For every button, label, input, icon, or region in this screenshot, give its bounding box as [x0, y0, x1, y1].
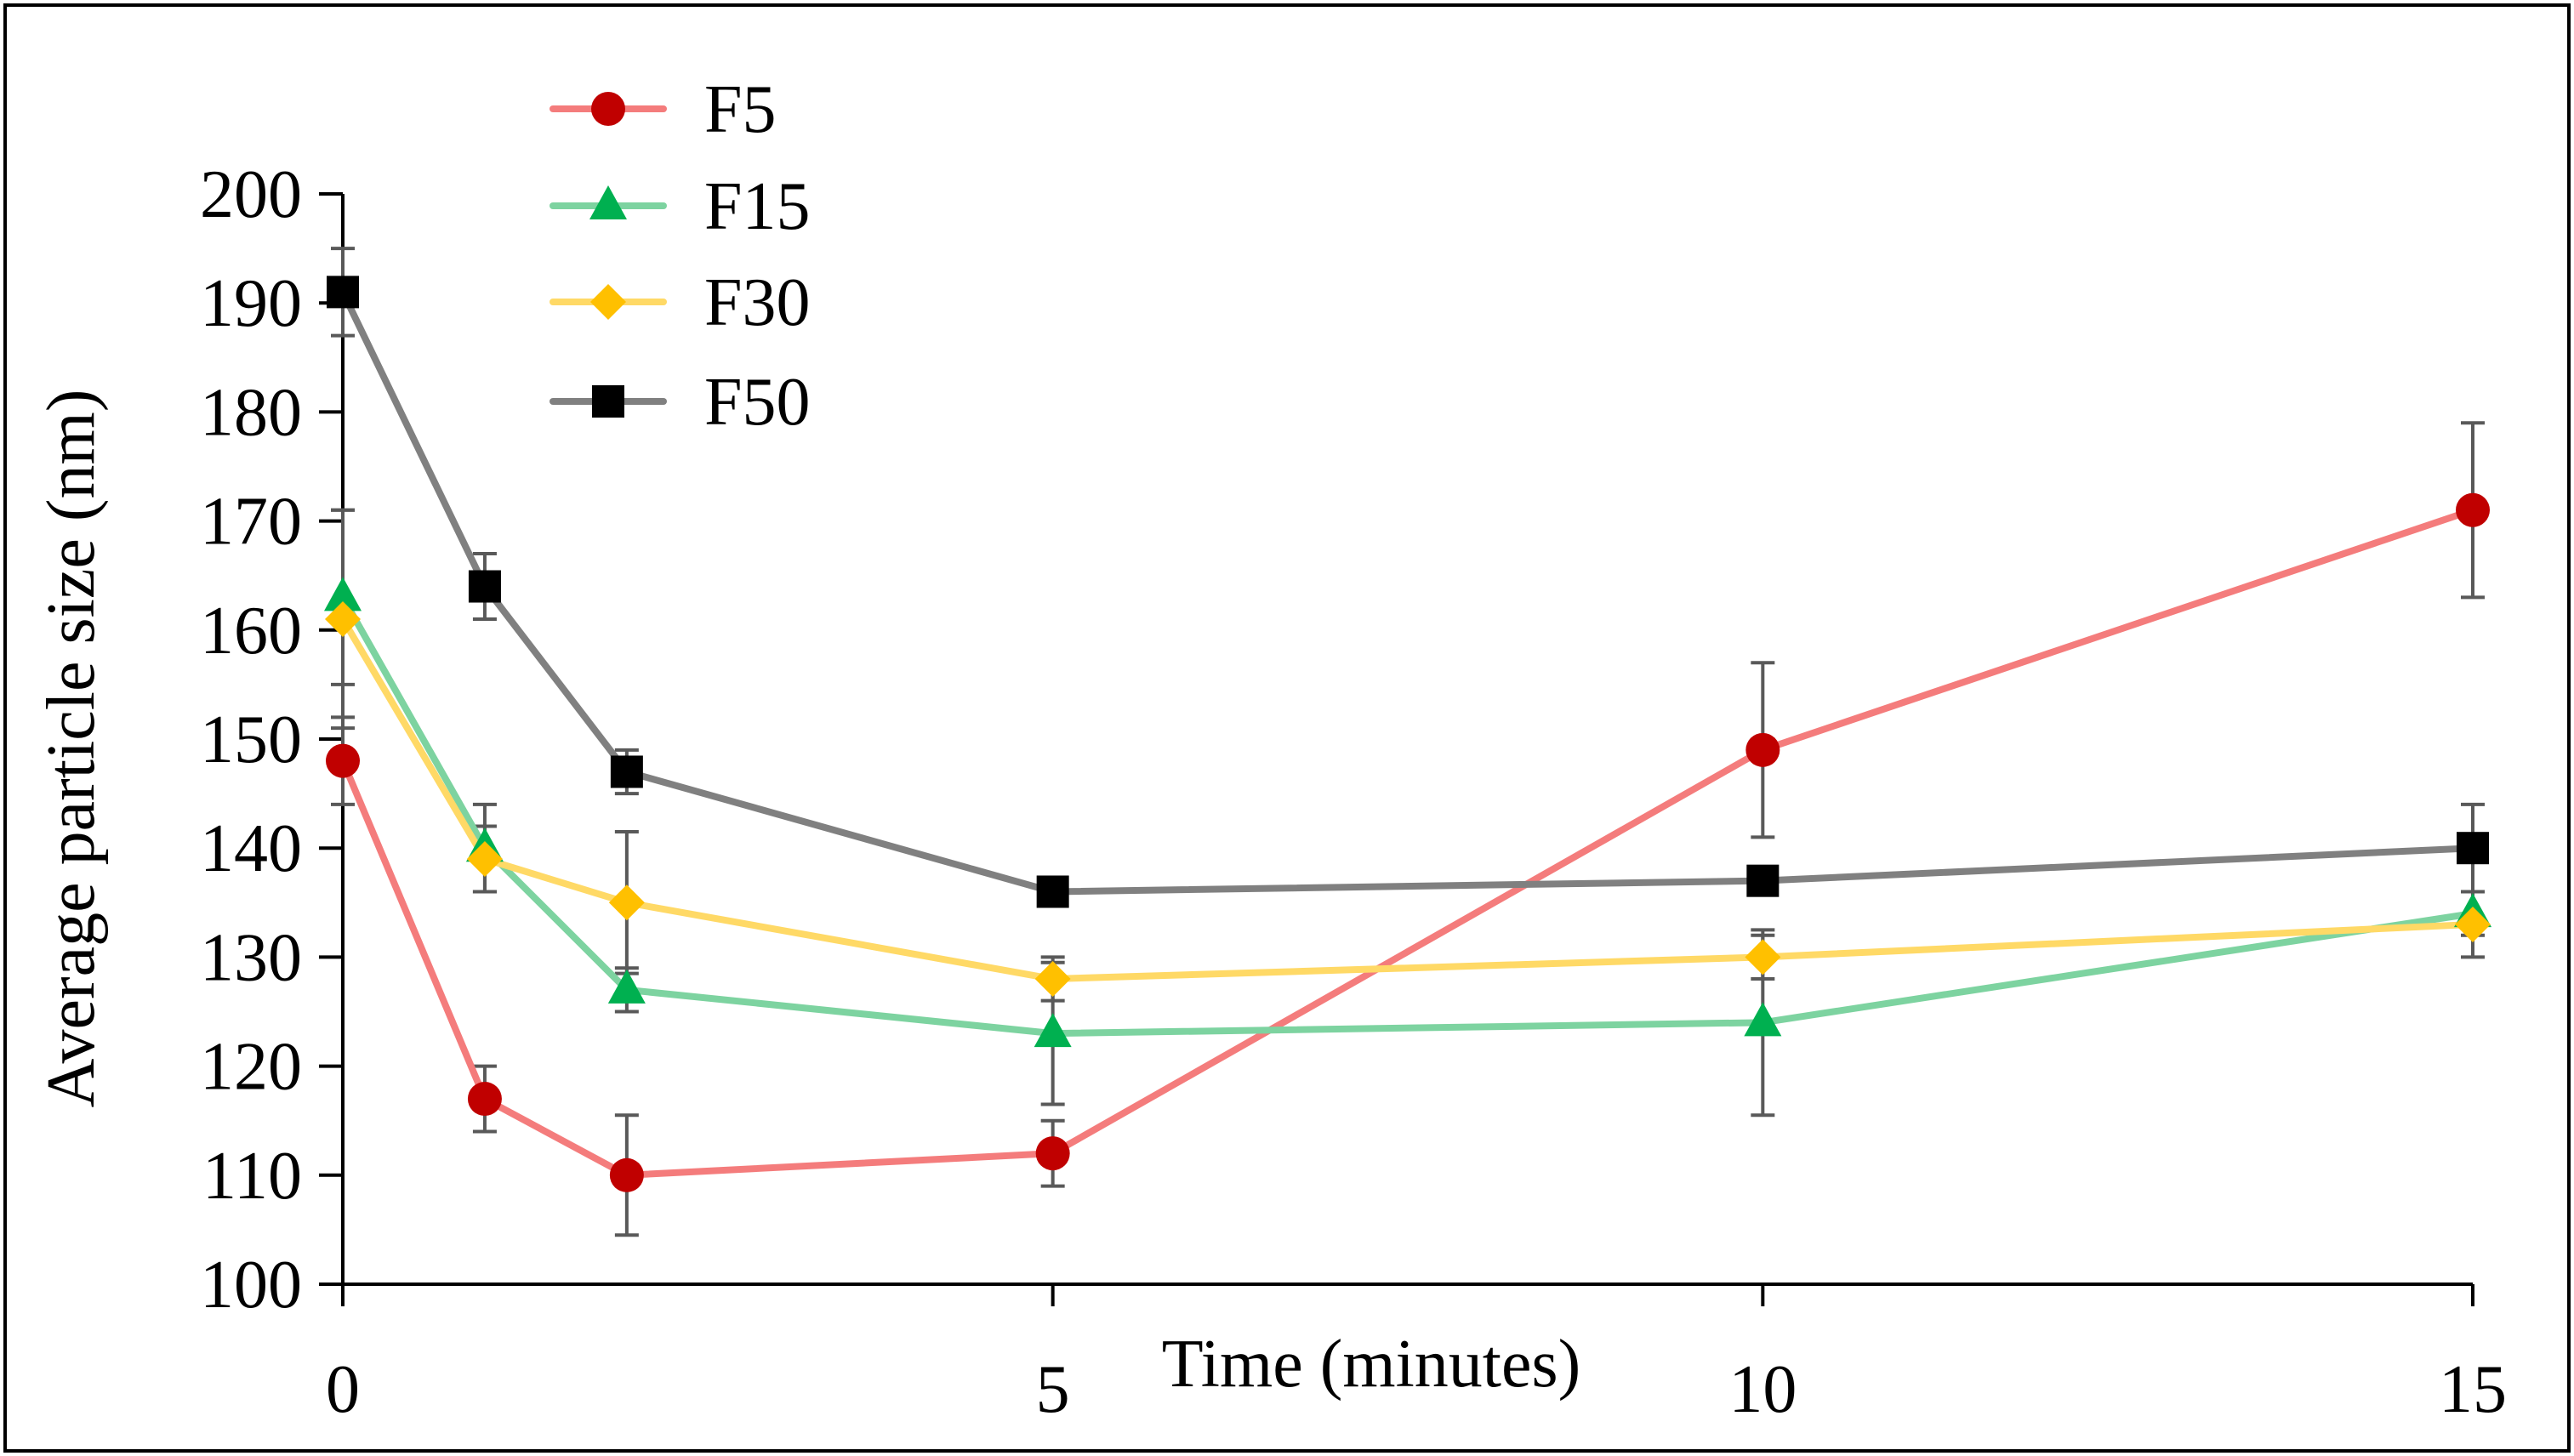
data-point-f50: [468, 570, 501, 603]
data-point-f30: [608, 884, 645, 921]
legend-marker-f5: [591, 92, 625, 126]
data-point-f50: [1036, 875, 1069, 908]
data-point-f50: [2457, 832, 2489, 865]
data-point-f30: [1034, 961, 1071, 998]
y-tick-label: 170: [200, 485, 302, 560]
data-point-f15: [324, 577, 362, 611]
y-tick-label: 110: [202, 1139, 302, 1214]
data-point-f15: [1744, 1002, 1782, 1037]
x-tick-label: 5: [1036, 1352, 1070, 1427]
data-point-f50: [610, 755, 643, 788]
series-markers: [324, 276, 2491, 1192]
data-point-f5: [1745, 732, 1780, 767]
data-point-f30: [2455, 906, 2491, 942]
legend-label-f15: F15: [704, 169, 811, 244]
axes: 100 110 120 130 140 150 160 170 180 190 200 0 5 10 15: [200, 157, 2507, 1427]
y-tick-label: 100: [200, 1248, 302, 1322]
data-point-f30: [325, 600, 361, 637]
y-tick-label: 130: [200, 920, 302, 995]
data-point-f30: [466, 841, 503, 878]
x-tick-label: 15: [2439, 1352, 2507, 1427]
x-axis-title: Time (minutes): [1162, 1327, 1581, 1402]
y-tick-label: 120: [200, 1030, 302, 1105]
data-point-f5: [467, 1082, 502, 1117]
legend-label-f5: F5: [704, 72, 777, 147]
y-tick-label: 200: [200, 157, 302, 232]
data-point-f30: [1745, 939, 1781, 975]
series-line-f5: [339, 506, 2476, 1179]
legend-marker-f30: [590, 284, 626, 320]
legend-label-f30: F30: [704, 265, 811, 340]
legend-marker-f50: [592, 385, 624, 418]
series-line-f30: [339, 615, 2476, 983]
series-lines: [339, 288, 2476, 1179]
legend: F5 F15 F30 F50: [550, 72, 811, 440]
legend-label-f50: F50: [704, 365, 811, 440]
y-axis-title: Average particle size (nm): [34, 390, 109, 1108]
series-line-f15: [339, 594, 2476, 1038]
series-line-f50: [339, 288, 2476, 896]
y-tick-label: 160: [200, 594, 302, 668]
y-tick-label: 180: [200, 375, 302, 450]
chart-frame: [3, 3, 2571, 1453]
data-point-f50: [1746, 864, 1780, 897]
y-tick-label: 140: [200, 811, 302, 886]
data-point-f15: [1034, 1013, 1072, 1048]
legend-marker-f15: [589, 185, 627, 219]
data-point-f5: [1035, 1136, 1070, 1171]
data-point-f5: [2456, 492, 2490, 527]
y-tick-label: 190: [200, 266, 302, 341]
x-tick-label: 10: [1728, 1352, 1797, 1427]
data-point-f15: [607, 969, 646, 1004]
data-point-f5: [326, 743, 360, 778]
data-point-f5: [609, 1157, 644, 1192]
y-tick-label: 150: [200, 702, 302, 777]
data-point-f50: [327, 276, 359, 309]
x-tick-label: 0: [326, 1352, 360, 1427]
